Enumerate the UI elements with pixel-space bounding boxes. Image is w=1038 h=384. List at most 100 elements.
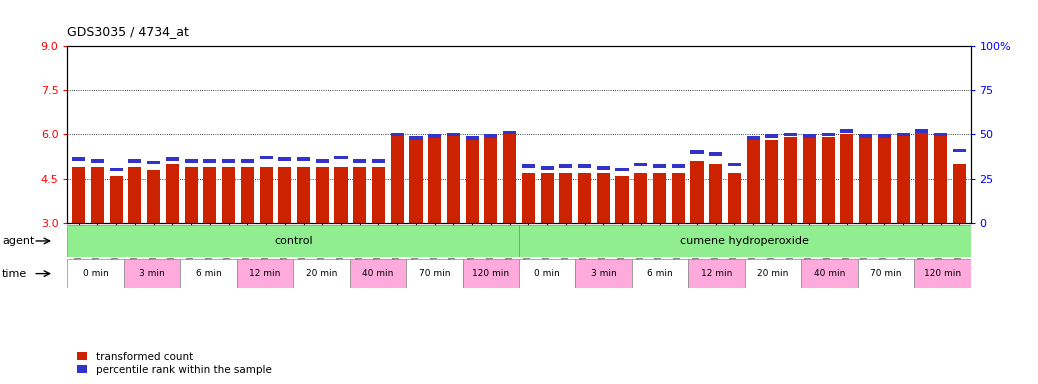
Bar [390, 132, 404, 136]
Bar [634, 163, 648, 166]
Text: 20 min: 20 min [758, 269, 789, 278]
Bar [672, 164, 685, 168]
Bar [409, 136, 422, 140]
Bar [409, 140, 422, 223]
Bar [878, 137, 891, 223]
Text: time: time [2, 268, 27, 279]
Bar [181, 259, 237, 288]
Bar [822, 137, 835, 223]
Bar [841, 129, 853, 132]
Bar [784, 132, 797, 136]
Bar [859, 137, 872, 223]
Text: cumene hydroperoxide: cumene hydroperoxide [680, 236, 810, 246]
Bar [110, 175, 122, 223]
Bar [466, 140, 479, 223]
Bar [597, 166, 610, 170]
Bar [447, 132, 460, 136]
Bar [222, 159, 236, 163]
Bar [916, 131, 928, 223]
Bar [129, 167, 141, 223]
Text: 12 min: 12 min [249, 269, 280, 278]
Bar [802, 137, 816, 223]
Bar [857, 259, 914, 288]
Bar [578, 173, 591, 223]
Bar [278, 157, 292, 161]
Bar [350, 259, 406, 288]
Bar [802, 134, 816, 138]
Bar [372, 167, 385, 223]
Text: control: control [274, 236, 312, 246]
Bar [728, 173, 741, 223]
Bar [463, 259, 519, 288]
Bar [519, 225, 971, 257]
Bar [91, 167, 104, 223]
Bar [353, 167, 366, 223]
Bar [334, 167, 348, 223]
Bar [953, 164, 965, 223]
Bar [859, 134, 872, 138]
Bar [147, 170, 160, 223]
Text: 6 min: 6 min [648, 269, 673, 278]
Bar [746, 136, 760, 140]
Bar [801, 259, 857, 288]
Bar [541, 166, 553, 170]
Bar [222, 167, 236, 223]
Bar [878, 134, 891, 138]
Bar [406, 259, 463, 288]
Bar [784, 137, 797, 223]
Bar [91, 159, 104, 163]
Bar [237, 259, 294, 288]
Bar [466, 136, 479, 140]
Bar [953, 149, 965, 152]
Bar [616, 175, 629, 223]
Bar [616, 168, 629, 172]
Bar [428, 137, 441, 223]
Bar [241, 159, 254, 163]
Bar [541, 173, 553, 223]
Bar [653, 173, 666, 223]
Bar [597, 173, 610, 223]
Bar [73, 157, 85, 161]
Bar [914, 259, 971, 288]
Bar [485, 134, 497, 138]
Text: 12 min: 12 min [701, 269, 732, 278]
Bar [278, 167, 292, 223]
Bar [897, 132, 909, 136]
Bar [203, 159, 216, 163]
Bar [316, 167, 329, 223]
Bar [559, 173, 572, 223]
Bar [316, 159, 329, 163]
Text: 40 min: 40 min [362, 269, 393, 278]
Bar [67, 259, 124, 288]
Bar [260, 167, 273, 223]
Bar [653, 164, 666, 168]
Text: 120 min: 120 min [472, 269, 510, 278]
Text: 70 min: 70 min [418, 269, 450, 278]
Bar [519, 259, 575, 288]
Bar [297, 167, 310, 223]
Bar [297, 157, 310, 161]
Bar [522, 164, 535, 168]
Bar [203, 167, 216, 223]
Bar [503, 131, 516, 223]
Bar [485, 137, 497, 223]
Bar [746, 140, 760, 223]
Bar [124, 259, 181, 288]
Bar [822, 132, 835, 136]
Bar [166, 157, 179, 161]
Bar [672, 173, 685, 223]
Text: 0 min: 0 min [83, 269, 109, 278]
Bar [688, 259, 745, 288]
Text: agent: agent [2, 236, 34, 246]
Bar [897, 134, 909, 223]
Bar [916, 129, 928, 132]
Text: 6 min: 6 min [196, 269, 221, 278]
Bar [578, 164, 591, 168]
Bar [765, 140, 778, 223]
Text: GDS3035 / 4734_at: GDS3035 / 4734_at [67, 25, 189, 38]
Text: 70 min: 70 min [870, 269, 902, 278]
Bar [709, 164, 722, 223]
Bar [690, 161, 704, 223]
Bar [728, 163, 741, 166]
Bar [522, 173, 535, 223]
